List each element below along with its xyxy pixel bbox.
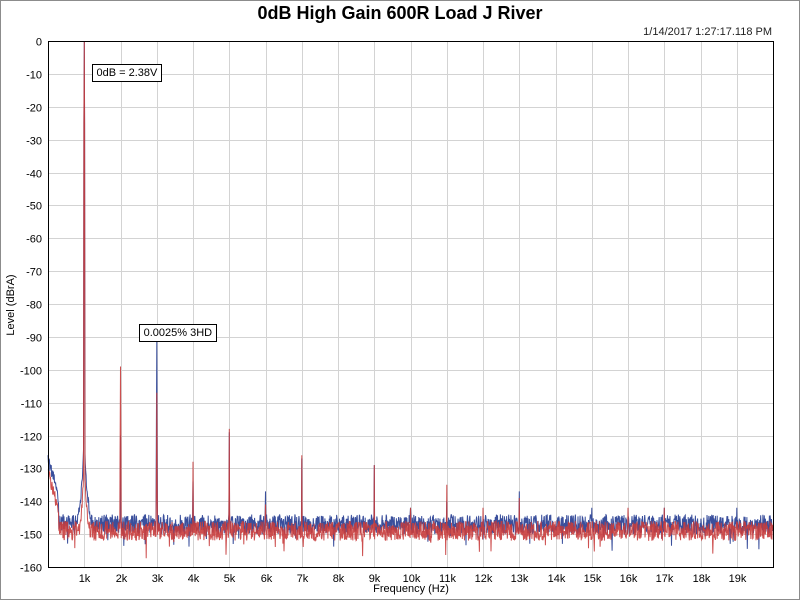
chart-title: 0dB High Gain 600R Load J River	[257, 3, 543, 23]
y-tick-label: -30	[26, 136, 42, 148]
x-tick-label: 2k	[116, 573, 128, 585]
x-tick-label: 19k	[729, 573, 747, 585]
x-tick-label: 15k	[584, 573, 602, 585]
y-tick-label: -80	[26, 300, 42, 312]
series-line	[47, 40, 774, 559]
x-tick-label: 3k	[152, 573, 164, 585]
tick-labels: 0 -10 -20 -30 -40 -50 -60 -70 -80 -90 -100 -110 -120…	[20, 37, 747, 586]
y-tick-label: -40	[26, 169, 42, 181]
x-tick-label: 13k	[511, 573, 529, 585]
x-tick-label: 18k	[693, 573, 711, 585]
y-tick-label: -10	[26, 70, 42, 82]
timestamp: 1/14/2017 1:27:17.118 PM	[643, 26, 772, 38]
y-tick-label: -50	[26, 201, 42, 213]
y-tick-label: -60	[26, 234, 42, 246]
x-tick-label: 6k	[261, 573, 273, 585]
x-tick-label: 7k	[297, 573, 309, 585]
x-tick-label: 12k	[475, 573, 493, 585]
y-tick-label: -160	[20, 563, 42, 575]
y-tick-label: -150	[20, 530, 42, 542]
annotation-box: 0.0025% 3HD	[138, 323, 218, 342]
y-tick-label: 0	[36, 37, 42, 49]
y-tick-label: -110	[21, 399, 42, 411]
x-tick-label: 5k	[224, 573, 236, 585]
annotation-box: 0dB = 2.38V	[91, 64, 163, 82]
y-tick-label: -120	[20, 432, 42, 444]
x-tick-label: 14k	[548, 573, 566, 585]
y-tick-label: -70	[26, 267, 42, 279]
x-tick-label: 1k	[79, 573, 91, 585]
x-tick-label: 16k	[620, 573, 638, 585]
x-tick-label: 11k	[439, 573, 456, 585]
y-tick-label: -130	[20, 464, 42, 476]
x-tick-label: 10k	[403, 573, 421, 585]
x-axis-label: Frequency (Hz)	[373, 583, 449, 595]
x-tick-label: 8k	[333, 573, 345, 585]
x-tick-label: 9k	[369, 573, 381, 585]
y-tick-label: -100	[20, 366, 42, 378]
y-tick-label: -140	[20, 497, 42, 509]
y-tick-label: -20	[26, 103, 42, 115]
series-group	[47, 40, 774, 559]
y-tick-label: -90	[26, 333, 42, 345]
x-tick-label: 4k	[188, 573, 200, 585]
x-tick-label: 17k	[656, 573, 674, 585]
